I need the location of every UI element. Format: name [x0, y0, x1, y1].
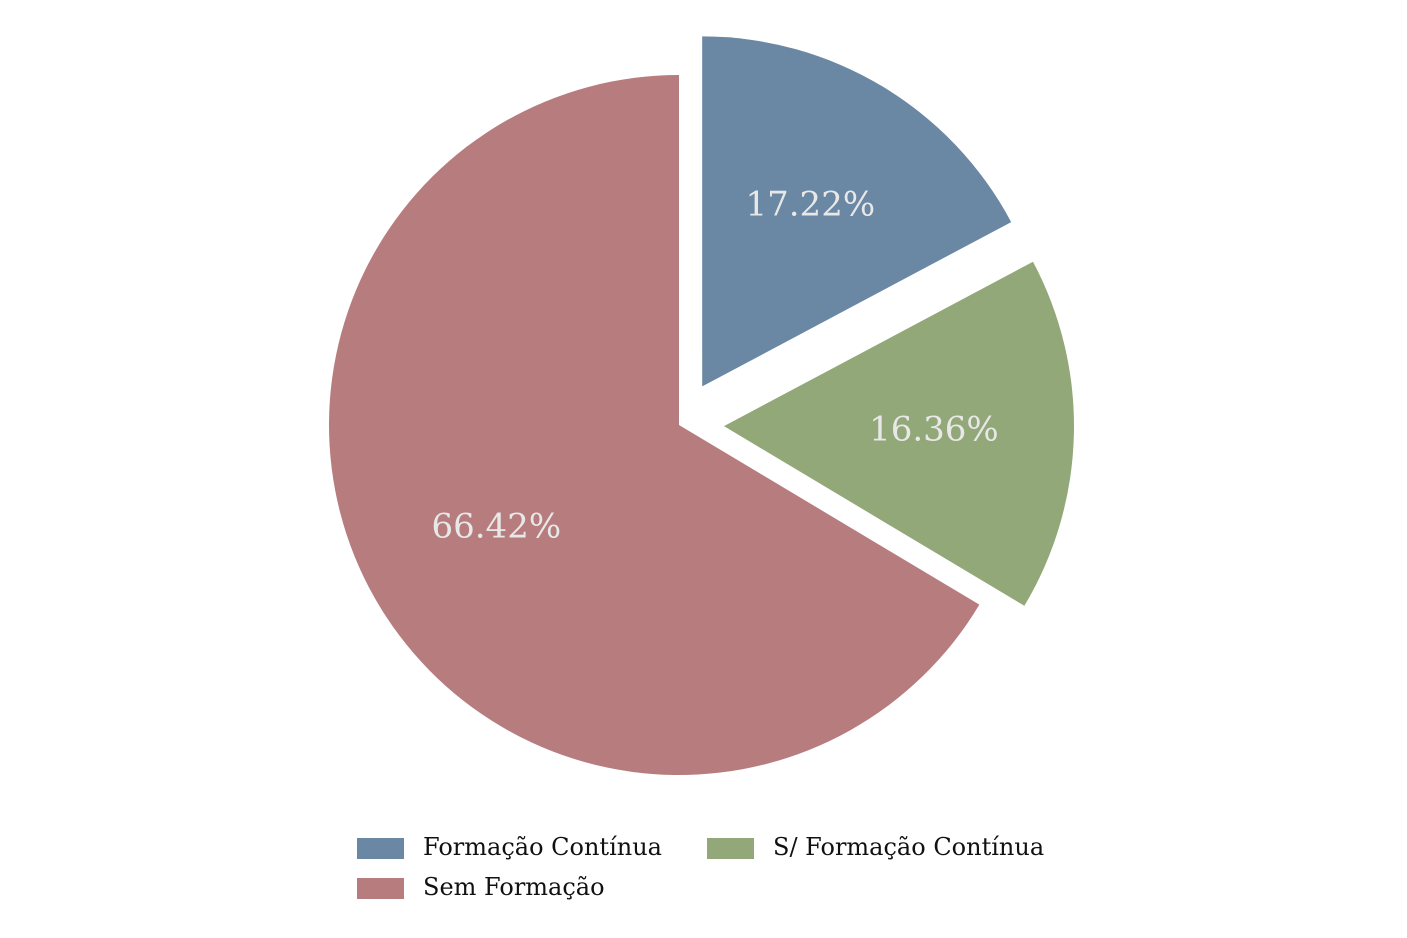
pie-slice-1: [702, 36, 1012, 387]
legend-label-1: Formação Contínua: [423, 833, 662, 861]
legend-item-2: S/ Formação Contínua: [707, 833, 1044, 861]
legend: Formação Contínua S/ Formação Contínua Sem…: [357, 833, 1044, 901]
slice-label-2: 16.36%: [869, 409, 999, 449]
pie-slice-2: [723, 261, 1074, 606]
slice-labels-layer: 17.22% 16.36% 66.42%: [431, 184, 998, 546]
slice-label-3: 66.42%: [431, 507, 561, 547]
legend-item-3: Sem Formação: [357, 873, 605, 901]
pie-slice-3: [328, 75, 980, 775]
slice-label-1: 17.22%: [745, 184, 875, 224]
legend-label-2: S/ Formação Contínua: [773, 833, 1044, 861]
legend-swatch-1: [357, 838, 404, 859]
slices-layer: [328, 36, 1074, 775]
legend-label-3: Sem Formação: [423, 873, 605, 901]
legend-item-1: Formação Contínua: [357, 833, 662, 861]
legend-swatch-2: [707, 838, 754, 859]
legend-swatch-3: [357, 878, 404, 899]
